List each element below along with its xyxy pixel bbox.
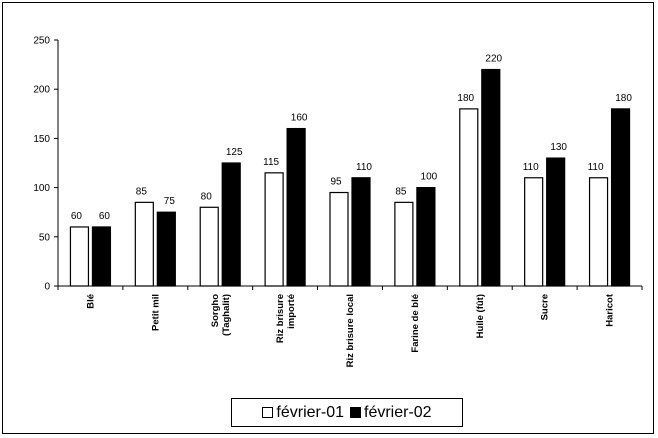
bar-2 [351, 177, 371, 287]
y-tick-label: 150 [33, 134, 50, 145]
x-tick-label-group: Sorgho (Taghalit) [210, 294, 232, 336]
data-label-1: 95 [330, 177, 342, 188]
data-label-1: 110 [588, 162, 604, 173]
data-label-1: 80 [201, 191, 213, 202]
x-tick-label: Riz brisure [275, 294, 286, 343]
y-tick-label: 0 [44, 282, 50, 293]
bar-1 [394, 201, 414, 287]
x-tick-label: Riz brisure local [345, 294, 356, 367]
bar-2 [91, 226, 112, 287]
data-label-2: 160 [291, 113, 308, 124]
y-tick-label: 50 [39, 232, 51, 243]
bar-1 [134, 201, 154, 287]
legend-label-series-1: février-01 [276, 403, 344, 421]
x-tick-label: Farine de blé [410, 294, 421, 353]
x-tick-label: Haricot [605, 293, 616, 327]
data-label-1: 85 [136, 186, 148, 197]
legend-item-series-2: février-02 [350, 404, 432, 422]
bar-2 [610, 108, 631, 287]
x-tick-label-group: Farine de blé [410, 294, 421, 353]
data-label-1: 180 [457, 93, 474, 104]
x-tick-label-group: Huile (fût) [475, 294, 486, 338]
x-tick-label-group: Riz brisure local [345, 294, 356, 367]
chart-frame [2, 2, 654, 434]
bar-1 [524, 177, 544, 287]
bar-2 [416, 187, 436, 287]
data-label-1: 110 [523, 162, 539, 173]
legend-swatch-series-1 [262, 407, 274, 418]
data-label-2: 75 [164, 196, 176, 207]
x-tick-label-group: Blé [85, 294, 96, 309]
data-label-1: 60 [71, 211, 83, 222]
x-tick-label: Huile (fût) [475, 294, 486, 338]
bar-1 [69, 226, 90, 287]
data-label-2: 60 [99, 211, 111, 222]
x-tick-label: Sorgho [210, 294, 221, 327]
data-label-2: 125 [226, 147, 243, 158]
x-tick-label: importé [286, 294, 297, 329]
x-tick-label-group: Petit mil [150, 294, 161, 331]
bar-1 [588, 177, 609, 287]
legend-item-series-1: février-01 [262, 404, 344, 422]
bar-1 [264, 172, 284, 287]
x-tick-label-group: Riz brisure importé [275, 294, 297, 343]
bar-2 [481, 68, 501, 287]
y-tick-label: 200 [33, 85, 50, 96]
x-tick-label: (Taghalit) [221, 294, 232, 336]
y-tick-label: 250 [33, 36, 50, 47]
legend-label-series-2: février-02 [364, 403, 432, 421]
legend-swatch-series-2 [350, 407, 361, 418]
bar-1 [459, 108, 479, 287]
bar-2 [546, 157, 566, 287]
x-tick-label-group: Sucre [540, 294, 551, 320]
data-label-1: 85 [395, 186, 407, 197]
x-tick-label: Sucre [540, 294, 551, 320]
x-tick-label-group: Haricot [605, 293, 616, 327]
bar-2 [221, 162, 241, 287]
bar-1 [329, 191, 349, 287]
y-tick-label: 100 [33, 183, 50, 194]
bar-2 [156, 211, 176, 287]
data-label-2: 100 [421, 172, 438, 183]
data-label-2: 220 [485, 54, 502, 65]
legend: février-01 février-02 [231, 398, 463, 427]
data-label-2: 110 [356, 162, 372, 173]
bar-2 [286, 127, 306, 287]
x-tick-label: Petit mil [150, 294, 161, 331]
data-label-1: 115 [263, 157, 279, 168]
data-label-2: 180 [615, 93, 632, 104]
bar-1 [199, 206, 219, 287]
x-tick-label: Blé [85, 294, 96, 309]
data-label-2: 130 [550, 142, 567, 153]
